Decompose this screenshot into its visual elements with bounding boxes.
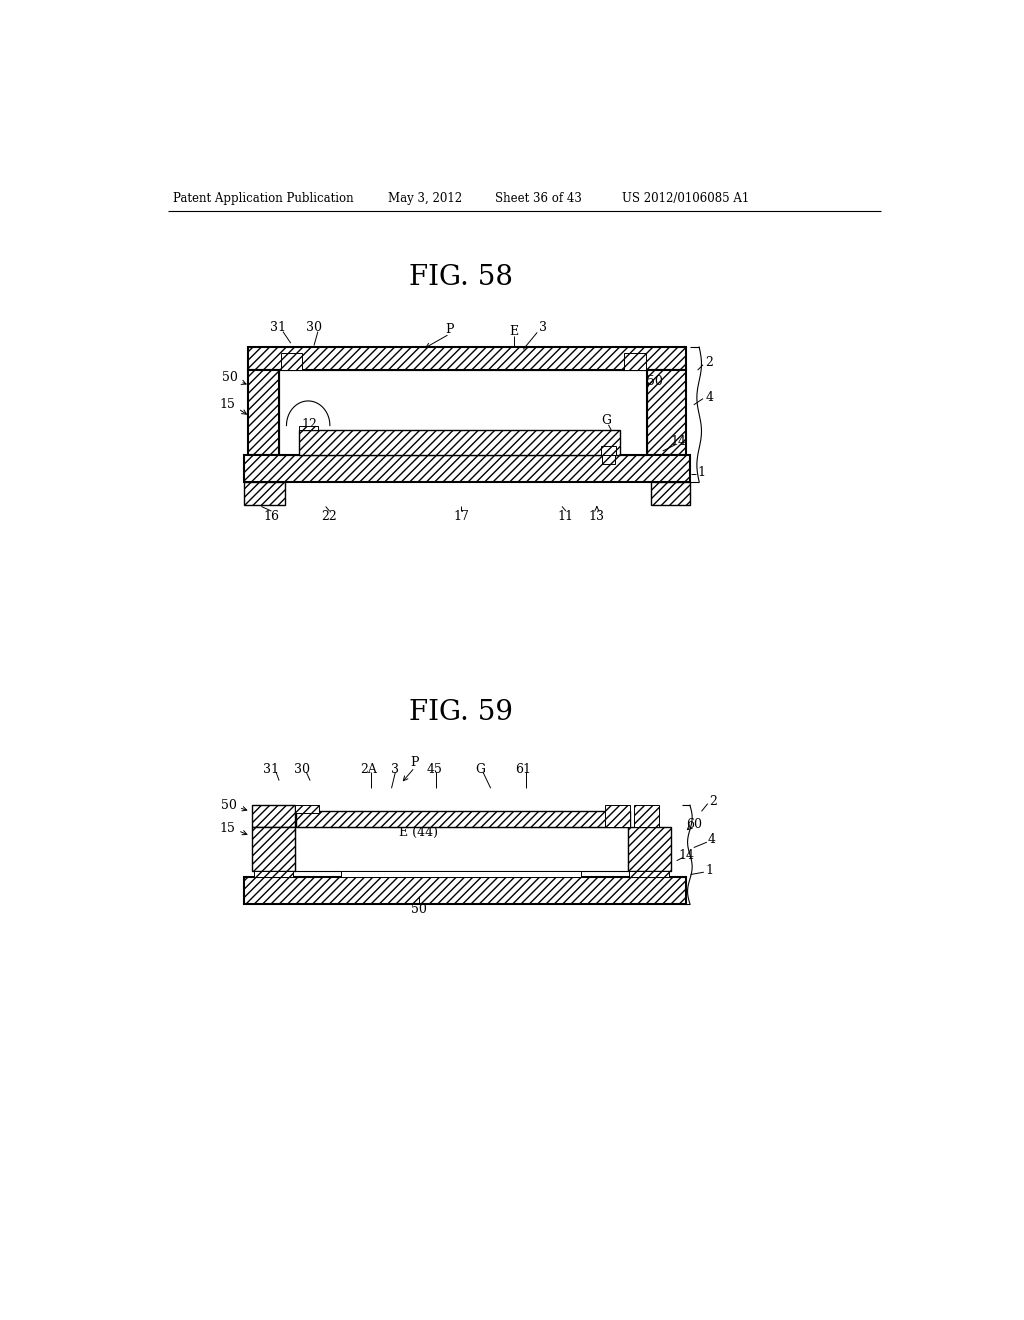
Text: May 3, 2012: May 3, 2012 xyxy=(388,191,462,205)
Text: 11: 11 xyxy=(558,510,573,523)
Bar xyxy=(341,871,582,876)
Text: G: G xyxy=(601,413,611,426)
Text: 1: 1 xyxy=(706,865,714,878)
Bar xyxy=(624,354,646,370)
Text: P: P xyxy=(445,323,454,335)
Bar xyxy=(245,876,686,904)
Text: 50: 50 xyxy=(411,903,427,916)
Text: 30: 30 xyxy=(306,321,322,334)
Text: 12: 12 xyxy=(301,417,317,430)
Text: Patent Application Publication: Patent Application Publication xyxy=(173,191,354,205)
Bar xyxy=(248,347,686,370)
Text: 50: 50 xyxy=(222,371,239,384)
Bar xyxy=(651,482,690,506)
Bar xyxy=(628,826,671,871)
Text: 50: 50 xyxy=(647,375,663,388)
Bar xyxy=(295,826,628,871)
Bar xyxy=(299,425,317,430)
Bar xyxy=(634,805,658,826)
Text: 15: 15 xyxy=(219,822,236,834)
Bar xyxy=(601,446,616,455)
Text: 2: 2 xyxy=(706,356,713,370)
Text: G: G xyxy=(475,763,485,776)
Bar xyxy=(252,826,295,871)
Bar xyxy=(281,354,302,370)
Bar xyxy=(245,482,285,506)
Text: FIG. 59: FIG. 59 xyxy=(410,700,513,726)
Text: E (44): E (44) xyxy=(399,825,438,838)
Text: 17: 17 xyxy=(454,510,469,523)
Text: 22: 22 xyxy=(322,510,337,523)
Text: E: E xyxy=(509,325,518,338)
Text: 4: 4 xyxy=(706,391,714,404)
Text: 1: 1 xyxy=(697,466,706,479)
Text: 14: 14 xyxy=(678,849,694,862)
Text: 50: 50 xyxy=(221,799,237,812)
Text: FIG. 58: FIG. 58 xyxy=(410,264,513,292)
Bar xyxy=(605,805,630,826)
Bar xyxy=(252,805,295,826)
Bar xyxy=(630,871,669,876)
Text: 61: 61 xyxy=(515,763,531,776)
Bar xyxy=(647,370,686,455)
Text: 31: 31 xyxy=(263,763,280,776)
Text: 4: 4 xyxy=(708,833,716,846)
Text: 2A: 2A xyxy=(359,763,377,776)
Text: P: P xyxy=(411,756,419,770)
Text: 30: 30 xyxy=(294,763,310,776)
Bar xyxy=(254,871,293,876)
Text: Sheet 36 of 43: Sheet 36 of 43 xyxy=(496,191,583,205)
Text: 14: 14 xyxy=(671,436,686,449)
Text: 60: 60 xyxy=(686,818,701,832)
Bar xyxy=(296,812,630,826)
Bar xyxy=(295,805,319,813)
Text: 13: 13 xyxy=(589,510,605,523)
Text: 15: 15 xyxy=(219,399,236,412)
Text: 31: 31 xyxy=(269,321,286,334)
Bar xyxy=(280,370,647,455)
Bar xyxy=(245,455,690,482)
Text: 45: 45 xyxy=(426,763,442,776)
Text: 3: 3 xyxy=(391,763,399,776)
Bar xyxy=(602,455,614,465)
Bar xyxy=(248,370,280,455)
Bar xyxy=(299,430,621,455)
Text: US 2012/0106085 A1: US 2012/0106085 A1 xyxy=(623,191,750,205)
Text: 16: 16 xyxy=(263,510,280,523)
Text: 2: 2 xyxy=(710,795,717,808)
Text: 3: 3 xyxy=(539,321,547,334)
